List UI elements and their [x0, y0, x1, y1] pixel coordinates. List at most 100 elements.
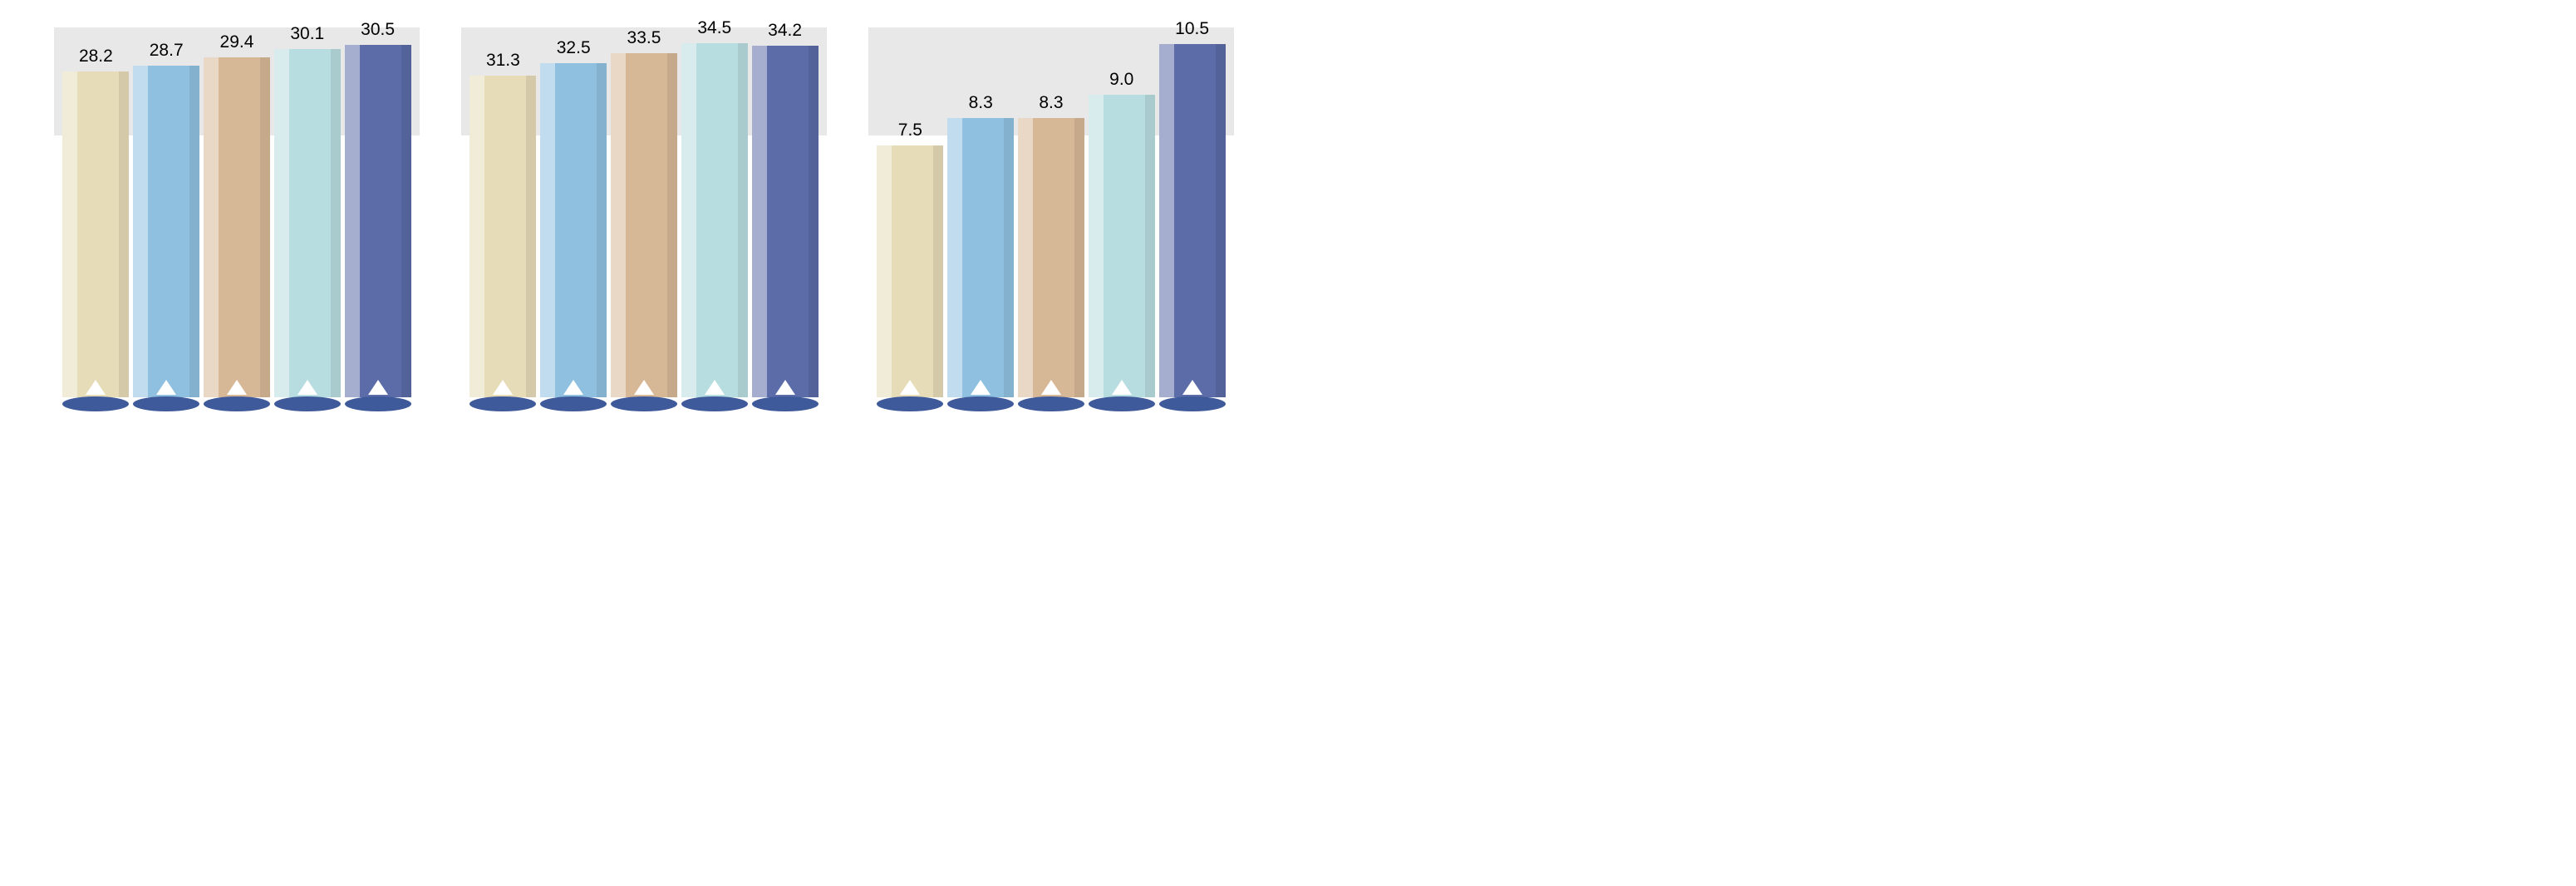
bar-base	[133, 396, 199, 411]
bar-value-label: 30.5	[345, 20, 411, 40]
bar: 28.7	[133, 27, 199, 397]
bar-highlight	[133, 66, 148, 397]
bar: 8.3	[947, 27, 1014, 397]
bar-body	[611, 53, 677, 397]
bar-value-label: 30.1	[274, 24, 341, 44]
bar-base	[1159, 396, 1226, 411]
bars-container: 28.2 28.7 29.4	[54, 27, 420, 397]
bar-highlight	[1018, 118, 1033, 397]
bar-value-label: 34.5	[681, 18, 748, 38]
bar-base	[274, 396, 341, 411]
bar: 34.2	[752, 27, 819, 397]
bar: 34.5	[681, 27, 748, 397]
bar-highlight	[1089, 95, 1104, 397]
base-row	[461, 397, 827, 426]
bar-base	[681, 396, 748, 411]
chart-2: 31.3 32.5 33.5	[461, 27, 827, 426]
bar-value-label: 29.4	[204, 32, 270, 52]
bar-value-label: 31.3	[469, 51, 536, 71]
bar-shadow	[119, 71, 129, 397]
bar-highlight	[947, 118, 962, 397]
bar-highlight	[204, 57, 219, 397]
charts-row: 28.2 28.7 29.4	[0, 0, 1288, 443]
bar-base	[540, 396, 607, 411]
bar-body	[1159, 44, 1226, 397]
bar-base	[1018, 396, 1084, 411]
bar-value-label: 28.7	[133, 41, 199, 61]
bar-shadow	[401, 45, 411, 397]
bar-value-label: 32.5	[540, 38, 607, 58]
bar-body	[204, 57, 270, 397]
bar-value-label: 8.3	[947, 93, 1014, 113]
bar-base	[752, 396, 819, 411]
bar: 28.2	[62, 27, 129, 397]
bar-shadow	[1145, 95, 1155, 397]
bar: 30.1	[274, 27, 341, 397]
bar-shadow	[189, 66, 199, 397]
bar-body	[752, 46, 819, 397]
base-row	[54, 397, 420, 426]
bar-body	[345, 45, 411, 397]
bar-shadow	[1004, 118, 1014, 397]
bar: 30.5	[345, 27, 411, 397]
bar-highlight	[469, 76, 484, 397]
bar: 32.5	[540, 27, 607, 397]
base-row	[868, 397, 1234, 426]
bar-body	[877, 145, 943, 397]
bar-body	[947, 118, 1014, 397]
bar-value-label: 8.3	[1018, 93, 1084, 113]
bar-value-label: 33.5	[611, 28, 677, 48]
bar-value-label: 9.0	[1089, 70, 1155, 90]
bar: 31.3	[469, 27, 536, 397]
chart-3: 7.5 8.3 8.3	[868, 27, 1234, 426]
bar-shadow	[1074, 118, 1084, 397]
bar-base	[204, 396, 270, 411]
bar-body	[469, 76, 536, 397]
bar-shadow	[809, 46, 819, 397]
bar-base	[469, 396, 536, 411]
bar-body	[1089, 95, 1155, 397]
bar-base	[877, 396, 943, 411]
bar-highlight	[752, 46, 767, 397]
bar: 33.5	[611, 27, 677, 397]
bar-base	[1089, 396, 1155, 411]
bar-shadow	[933, 145, 943, 397]
bar-shadow	[1216, 44, 1226, 397]
bar-shadow	[260, 57, 270, 397]
bar: 8.3	[1018, 27, 1084, 397]
bar-highlight	[540, 63, 555, 397]
bars-container: 7.5 8.3 8.3	[868, 27, 1234, 397]
bar-shadow	[526, 76, 536, 397]
bar-value-label: 28.2	[62, 47, 129, 66]
bar-value-label: 7.5	[877, 121, 943, 140]
bar-highlight	[345, 45, 360, 397]
bar-value-label: 34.2	[752, 21, 819, 41]
bar-highlight	[681, 43, 696, 397]
bars-container: 31.3 32.5 33.5	[461, 27, 827, 397]
bar: 9.0	[1089, 27, 1155, 397]
bar: 29.4	[204, 27, 270, 397]
bar: 10.5	[1159, 27, 1226, 397]
bar-body	[274, 49, 341, 397]
bar-shadow	[738, 43, 748, 397]
bar-body	[1018, 118, 1084, 397]
bar-highlight	[1159, 44, 1174, 397]
bar-body	[681, 43, 748, 397]
bar: 7.5	[877, 27, 943, 397]
bar-base	[62, 396, 129, 411]
bar-shadow	[331, 49, 341, 397]
bar-body	[133, 66, 199, 397]
bar-base	[345, 396, 411, 411]
bar-highlight	[62, 71, 77, 397]
bar-shadow	[597, 63, 607, 397]
bar-value-label: 10.5	[1159, 19, 1226, 39]
bar-body	[540, 63, 607, 397]
bar-highlight	[274, 49, 289, 397]
bar-highlight	[877, 145, 892, 397]
chart-1: 28.2 28.7 29.4	[54, 27, 420, 426]
bar-shadow	[667, 53, 677, 397]
bar-highlight	[611, 53, 626, 397]
bar-body	[62, 71, 129, 397]
bar-base	[611, 396, 677, 411]
bar-base	[947, 396, 1014, 411]
